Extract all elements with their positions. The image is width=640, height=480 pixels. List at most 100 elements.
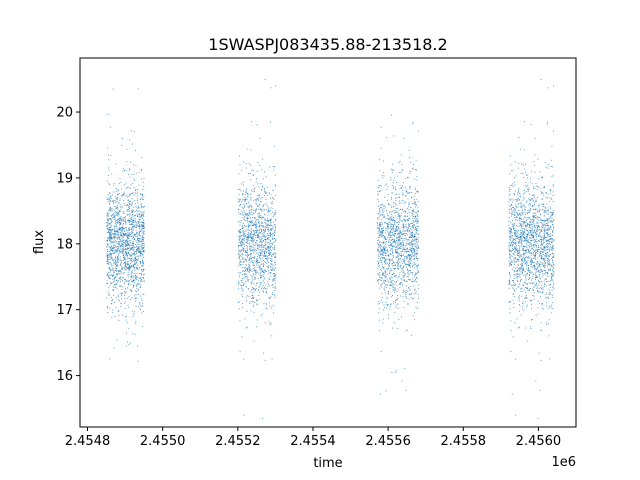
data-point xyxy=(141,214,143,216)
data-point xyxy=(389,211,391,213)
data-point xyxy=(108,202,110,204)
data-point xyxy=(115,261,117,263)
data-point xyxy=(116,273,118,275)
data-point xyxy=(260,271,262,273)
data-point xyxy=(237,248,239,250)
data-point xyxy=(396,304,397,306)
data-point xyxy=(263,273,265,275)
data-point xyxy=(245,273,247,275)
data-point xyxy=(417,233,419,235)
data-point xyxy=(135,260,137,262)
data-point xyxy=(401,237,402,239)
data-point xyxy=(263,282,265,284)
data-point xyxy=(139,227,140,229)
data-point xyxy=(132,229,134,230)
data-point xyxy=(379,393,381,395)
data-point xyxy=(417,130,419,132)
data-point xyxy=(378,230,380,232)
data-point xyxy=(393,275,395,277)
data-point xyxy=(414,279,416,281)
data-point xyxy=(262,247,264,248)
data-point xyxy=(270,263,272,265)
data-point xyxy=(512,201,513,203)
data-point xyxy=(267,223,268,225)
data-point xyxy=(405,220,407,222)
data-point xyxy=(540,190,542,192)
data-point xyxy=(125,239,127,241)
data-point xyxy=(108,113,110,115)
data-point xyxy=(553,239,555,241)
data-point xyxy=(393,232,395,234)
data-point xyxy=(125,219,127,221)
data-point xyxy=(249,269,251,271)
data-point xyxy=(127,284,129,286)
data-point xyxy=(134,261,135,263)
data-point xyxy=(516,318,518,320)
data-point xyxy=(257,288,259,290)
data-point xyxy=(134,226,136,228)
data-point xyxy=(403,200,405,202)
data-point xyxy=(520,223,522,225)
data-point xyxy=(264,238,265,240)
data-point xyxy=(274,275,276,276)
data-point xyxy=(139,256,141,258)
data-point xyxy=(519,243,521,245)
data-point xyxy=(392,289,394,291)
data-point xyxy=(120,285,122,287)
data-point xyxy=(402,275,404,276)
data-point xyxy=(112,242,114,243)
data-point xyxy=(385,286,387,288)
data-point xyxy=(381,230,383,231)
data-point xyxy=(414,312,416,314)
data-point xyxy=(412,232,413,234)
data-point xyxy=(521,259,522,261)
data-point xyxy=(260,274,262,276)
data-point xyxy=(268,236,270,238)
data-point xyxy=(255,226,257,228)
data-point xyxy=(106,216,108,218)
data-point xyxy=(265,303,267,304)
data-point xyxy=(379,302,380,304)
data-point xyxy=(132,210,134,212)
data-point xyxy=(110,296,112,298)
data-point xyxy=(141,213,143,215)
data-point xyxy=(526,200,528,202)
data-point xyxy=(382,272,384,274)
data-point xyxy=(121,286,123,288)
data-point xyxy=(384,257,386,259)
data-point xyxy=(273,293,275,295)
data-point xyxy=(392,163,393,165)
data-point xyxy=(117,221,119,223)
data-point xyxy=(125,315,127,317)
data-point xyxy=(412,273,414,275)
data-point xyxy=(414,234,416,235)
data-point xyxy=(409,231,411,233)
data-point xyxy=(244,267,246,268)
data-point xyxy=(109,239,111,241)
data-point xyxy=(273,253,274,255)
data-point xyxy=(246,247,248,249)
data-point xyxy=(257,261,259,263)
data-point xyxy=(262,271,264,273)
data-point xyxy=(121,268,123,269)
data-point xyxy=(508,211,510,213)
data-point xyxy=(394,223,396,225)
data-point xyxy=(142,250,144,252)
data-point xyxy=(391,229,392,231)
data-point xyxy=(265,192,267,194)
data-point xyxy=(533,213,535,215)
data-point xyxy=(122,170,124,172)
data-point xyxy=(526,243,528,245)
data-point xyxy=(383,210,385,212)
data-point xyxy=(403,291,405,293)
data-point xyxy=(116,258,118,259)
data-point xyxy=(253,237,255,239)
data-point xyxy=(139,284,141,286)
data-point xyxy=(135,214,136,216)
data-point xyxy=(399,257,401,259)
data-point xyxy=(378,228,380,230)
data-point xyxy=(398,197,400,199)
data-point xyxy=(548,269,550,271)
data-point xyxy=(139,221,141,223)
data-point xyxy=(115,276,117,278)
